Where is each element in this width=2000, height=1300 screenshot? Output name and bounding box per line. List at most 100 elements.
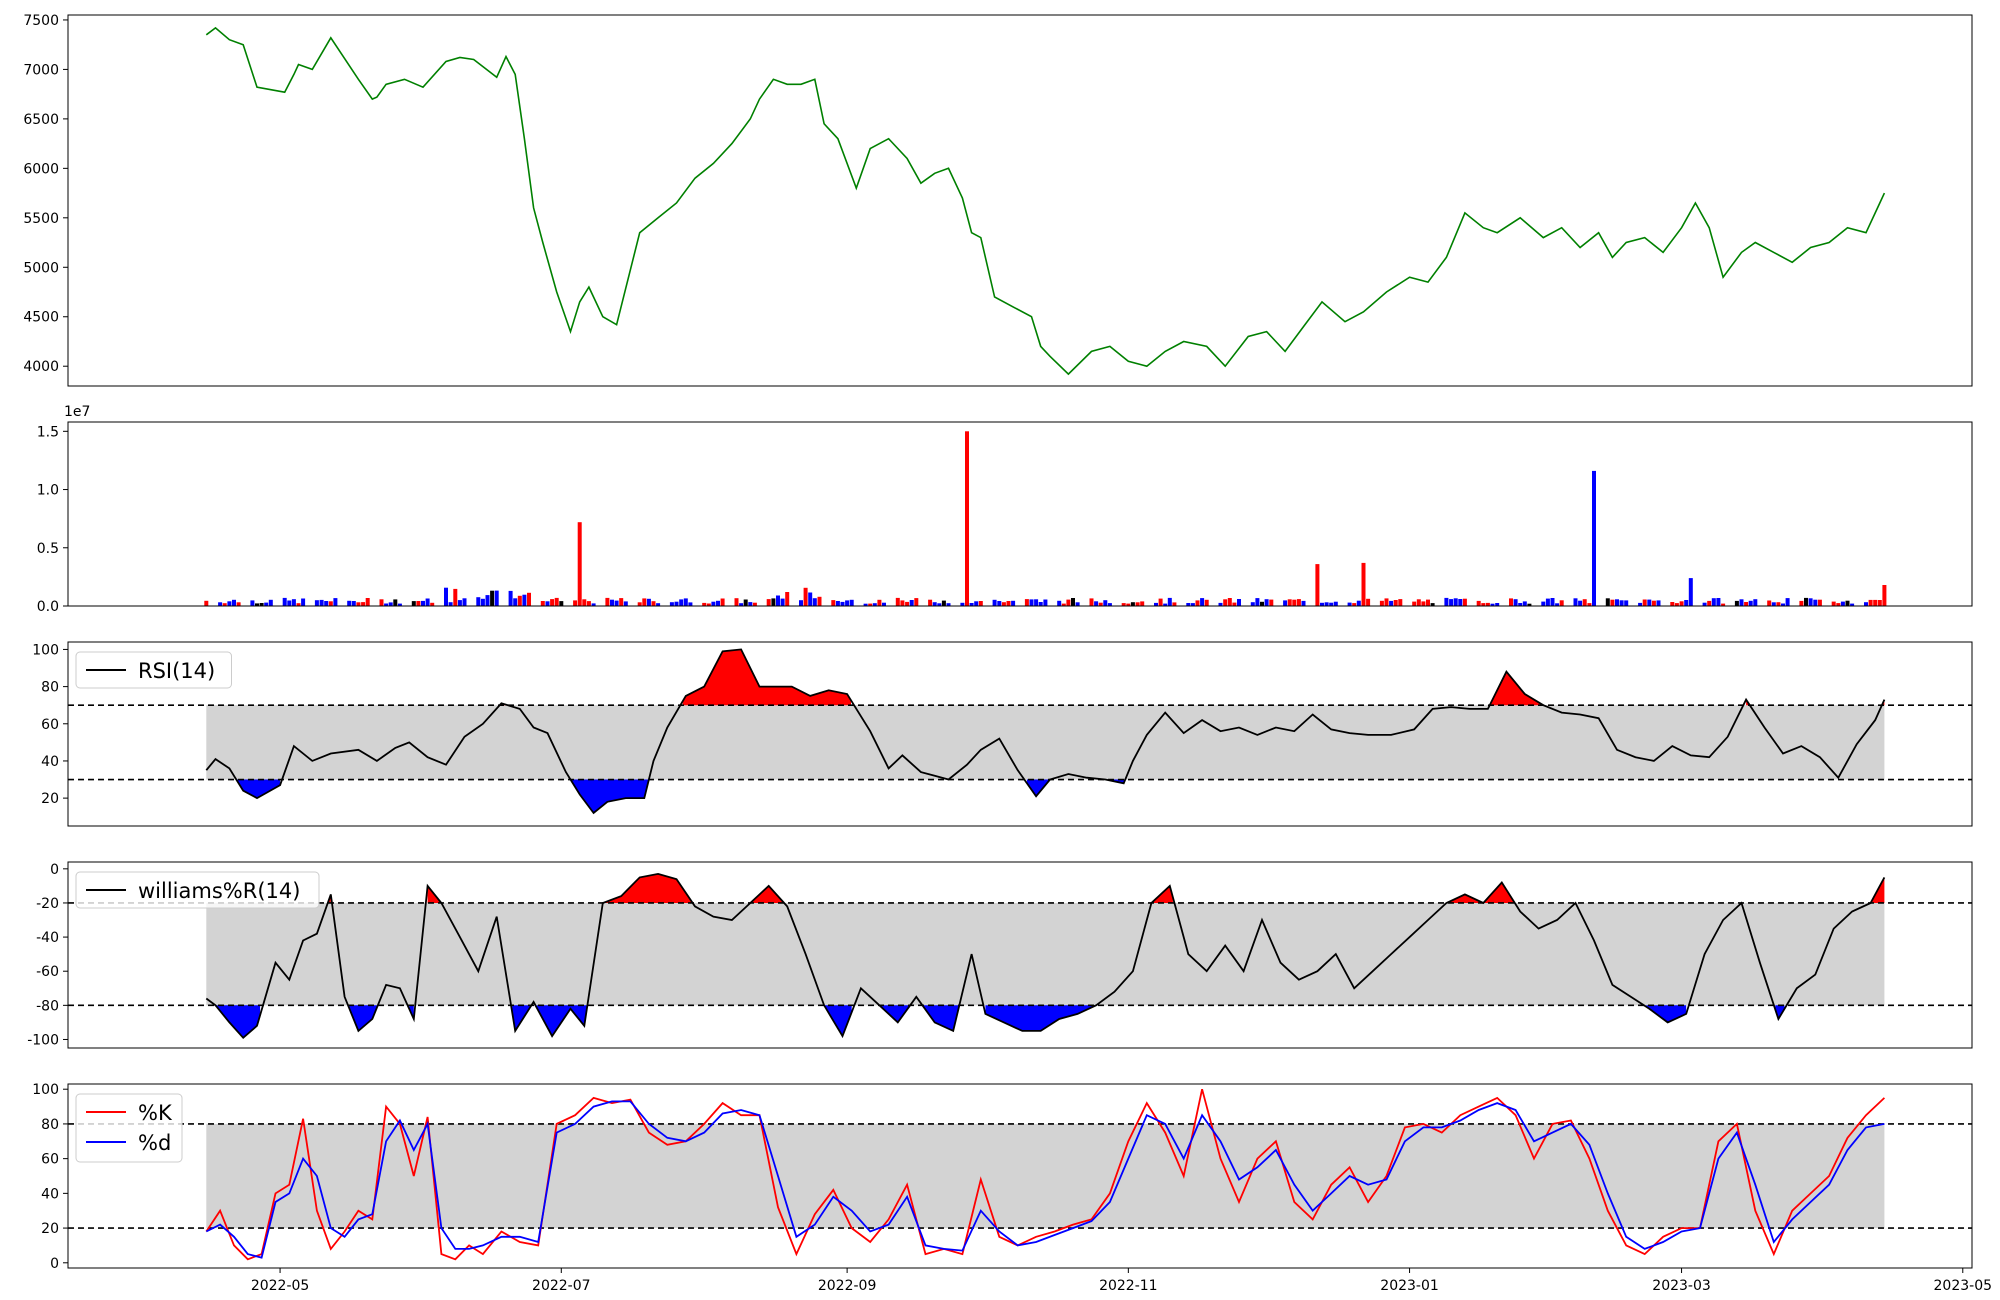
- y-tick-label: 100: [32, 1082, 59, 1098]
- y-tick-label: 4000: [23, 359, 59, 375]
- volume-bar: [835, 601, 840, 606]
- axes-frame: [67, 1083, 1973, 1269]
- volume-bar: [328, 601, 333, 606]
- volume-bar: [1163, 603, 1168, 606]
- volume-bar: [872, 603, 877, 606]
- stochastic-panel: %K %d 0 20 40 60 80 100: [32, 1082, 1973, 1272]
- axes-frame: [67, 861, 1973, 1049]
- volume-bar: [1679, 601, 1684, 606]
- volume-bar: [236, 602, 241, 606]
- volume-bar: [453, 588, 458, 606]
- volume-bar: [522, 594, 527, 606]
- volume-bar: [623, 601, 628, 606]
- volume-bar: [1804, 597, 1808, 606]
- volume-bar: [785, 592, 790, 606]
- volume-bar: [1656, 600, 1661, 606]
- volume-bar: [776, 595, 780, 606]
- volume-bar: [932, 602, 937, 606]
- volume-bar: [508, 590, 513, 606]
- volume-bar: [808, 592, 813, 606]
- volume-bar: [1868, 599, 1873, 606]
- volume-bar: [577, 522, 582, 606]
- volume-bar: [739, 603, 744, 606]
- volume-bar: [1329, 602, 1334, 606]
- volume-bar: [1767, 600, 1772, 606]
- volume-bar: [1140, 601, 1145, 606]
- axes-frame: [67, 641, 1973, 827]
- volume-bar: [845, 600, 850, 606]
- volume-bar: [1449, 599, 1454, 606]
- volume-bar: [799, 600, 803, 606]
- volume-bar: [1186, 603, 1191, 606]
- volume-bar: [1739, 599, 1744, 606]
- axes-frame: [67, 14, 1973, 387]
- y-tick-label: 40: [41, 1186, 59, 1202]
- volume-bar: [1038, 602, 1043, 606]
- volume-bar: [550, 599, 555, 606]
- volume-bar: [1195, 600, 1200, 606]
- volume-bar: [997, 601, 1002, 606]
- y-tick-label: 0: [50, 1256, 59, 1272]
- volume-bar: [1393, 600, 1398, 606]
- oversold-fill: [215, 1005, 1785, 1038]
- volume-bar: [840, 601, 845, 606]
- x-tick-label: 2023-01: [1380, 1278, 1439, 1294]
- volume-bar: [928, 599, 933, 606]
- volume-bar: [1098, 602, 1103, 606]
- volume-bar: [1094, 601, 1099, 606]
- volume-bar: [1379, 600, 1384, 606]
- volume-bar: [1269, 599, 1274, 606]
- volume-bar: [1444, 597, 1449, 606]
- volume-bar: [1292, 599, 1297, 606]
- volume-bar: [1416, 599, 1421, 606]
- volume-bar: [1684, 600, 1689, 606]
- volume-bar: [716, 600, 720, 606]
- volume-bar: [1204, 599, 1209, 606]
- y-tick-label: 60: [41, 717, 59, 733]
- volume-bar: [347, 600, 352, 606]
- volume-bar: [1555, 603, 1560, 606]
- volume-bar: [946, 603, 951, 606]
- volume-bar: [1061, 603, 1066, 606]
- volume-bar: [1481, 603, 1486, 606]
- volume-bar: [1389, 600, 1394, 606]
- volume-bar: [941, 600, 946, 606]
- volume-bar: [1813, 599, 1818, 606]
- volume-bar: [1190, 603, 1195, 606]
- volume-bar: [882, 602, 886, 606]
- volume-bar: [397, 603, 402, 606]
- volume-bar: [877, 599, 882, 606]
- y-tick-label: 20: [41, 1221, 59, 1237]
- volume-bar: [688, 602, 693, 606]
- price-panel: 4000 4500 5000 5500 6000 6500 7000 7500: [23, 13, 1973, 387]
- volume-bar: [582, 599, 587, 606]
- volume-bar: [1509, 598, 1513, 606]
- volume-bar: [384, 603, 389, 606]
- volume-bar: [1462, 598, 1467, 606]
- volume-bar: [1430, 603, 1435, 606]
- volume-bar: [1057, 600, 1062, 606]
- volume-bar: [1877, 600, 1882, 606]
- volume-bar: [702, 602, 707, 606]
- volume-bar: [780, 598, 785, 606]
- volume-bar: [227, 601, 232, 606]
- neutral-band: [206, 902, 1885, 1006]
- volume-bar: [1089, 598, 1094, 606]
- y-tick-label: 5500: [23, 211, 59, 227]
- volume-bar: [1384, 598, 1389, 606]
- volume-bar: [545, 601, 550, 606]
- volume-bar: [1817, 599, 1822, 606]
- volume-bar: [1398, 599, 1403, 606]
- y-tick-label: 6500: [23, 112, 59, 128]
- neutral-band: [206, 1123, 1885, 1229]
- volume-bar: [1495, 603, 1500, 606]
- volume-bar: [1107, 603, 1112, 606]
- volume-bar: [1550, 598, 1555, 606]
- volume-bar: [1831, 601, 1836, 606]
- volume-bar: [1320, 602, 1324, 606]
- volume-bar: [218, 602, 223, 606]
- volume-bar: [1315, 564, 1320, 606]
- volume-bar: [1518, 603, 1523, 606]
- volume-bar: [204, 600, 209, 606]
- volume-bar: [324, 601, 329, 606]
